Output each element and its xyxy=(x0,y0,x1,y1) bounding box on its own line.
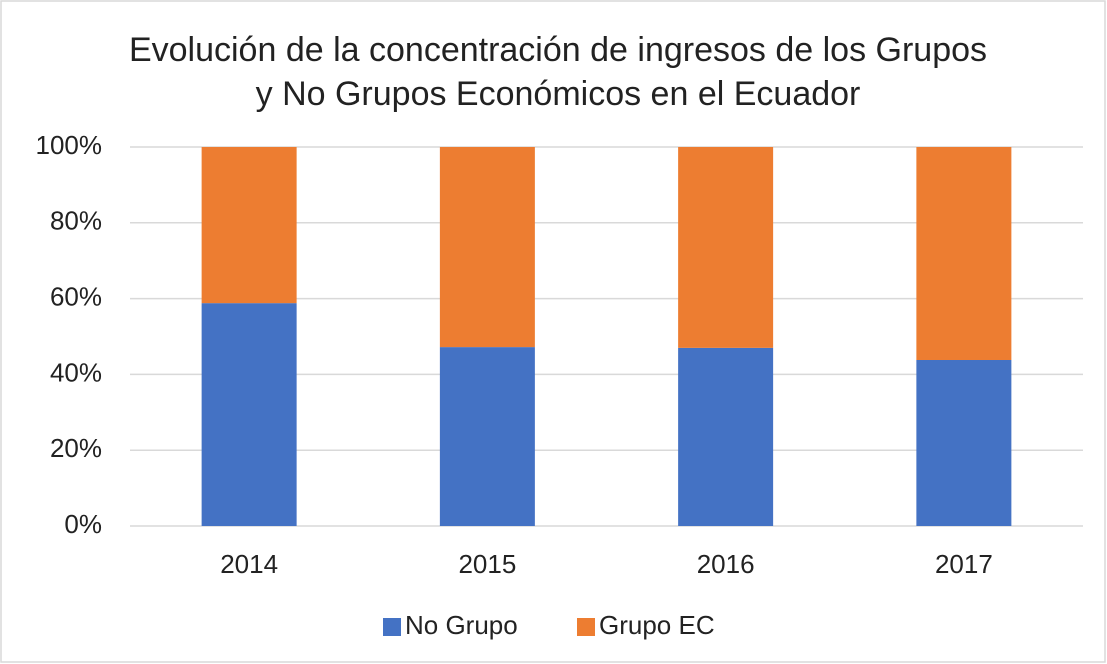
y-tick-label: 20% xyxy=(50,433,102,463)
bar-segment xyxy=(201,147,297,304)
bar-segment xyxy=(439,147,535,348)
bar-segment xyxy=(678,147,774,348)
legend-label: No Grupo xyxy=(405,610,518,640)
bar-segment xyxy=(201,303,297,526)
y-tick-label: 80% xyxy=(50,206,102,236)
bar-segment xyxy=(916,359,1012,526)
x-tick-label: 2015 xyxy=(458,549,516,579)
x-tick-label: 2016 xyxy=(697,549,755,579)
legend-swatch xyxy=(383,618,401,636)
bar-segment xyxy=(916,147,1012,360)
bar-segment xyxy=(439,347,535,526)
x-tick-label: 2014 xyxy=(220,549,278,579)
y-tick-label: 100% xyxy=(36,130,103,160)
legend-label: Grupo EC xyxy=(599,610,715,640)
y-tick-label: 0% xyxy=(64,509,102,539)
legend-swatch xyxy=(577,618,595,636)
y-tick-label: 40% xyxy=(50,357,102,387)
y-tick-label: 60% xyxy=(50,281,102,311)
chart-title: Evolución de la concentración de ingreso… xyxy=(128,31,988,113)
x-tick-label: 2017 xyxy=(935,549,993,579)
bar-segment xyxy=(678,347,774,526)
